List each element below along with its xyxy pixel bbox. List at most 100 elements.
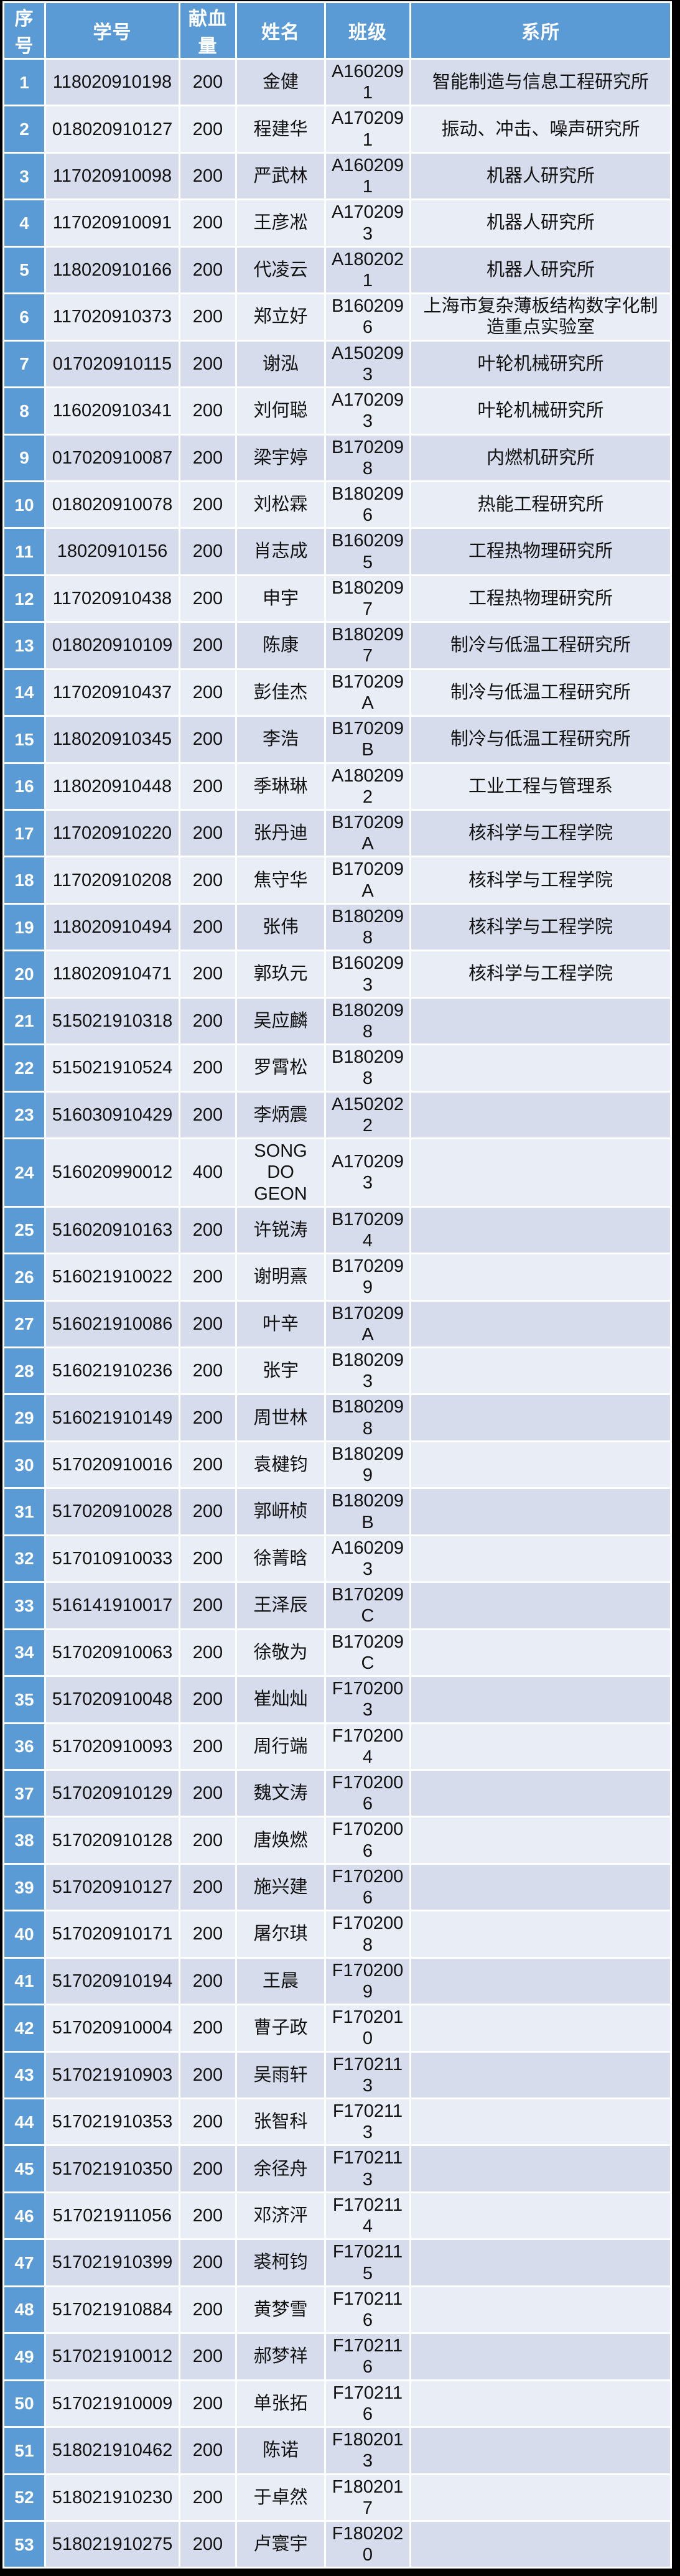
cell-name: 周世林 [237,1395,324,1440]
cell-department [411,2428,670,2473]
cell-student-id: 517020910048 [46,1677,179,1722]
cell-amount: 200 [180,1489,235,1534]
cell-row-number: 46 [4,2193,44,2239]
cell-class: B1802097 [326,576,409,622]
cell-class: A1702093 [326,200,409,246]
cell-department [411,1092,670,1138]
cell-name: 崔灿灿 [237,1677,324,1722]
cell-amount: 200 [180,2334,235,2379]
cell-row-number: 42 [4,2005,44,2051]
cell-amount: 200 [180,1630,235,1676]
cell-amount: 200 [180,2052,235,2098]
cell-name: 彭佳杰 [237,670,324,716]
cell-name: 余径舟 [237,2146,324,2191]
cell-row-number: 32 [4,1536,44,1582]
cell-department [411,1958,670,2004]
header-姓名: 姓名 [237,3,324,58]
cell-department [411,998,670,1044]
cell-department: 热能工程研究所 [411,482,670,528]
cell-department [411,2240,670,2285]
cell-row-number: 9 [4,435,44,480]
table-row: 47 517021910399 200 裘柯钧 F1702115 [4,2240,670,2285]
table-row: 22 515021910524 200 罗霄松 B1802098 [4,1045,670,1091]
cell-class: B1802099 [326,1442,409,1488]
cell-row-number: 34 [4,1630,44,1676]
table-row: 49 517021910012 200 郝梦祥 F1702116 [4,2334,670,2379]
cell-department: 叶轮机械研究所 [411,388,670,434]
cell-row-number: 40 [4,1911,44,1957]
header-row: 序号 学号 献血量 姓名 班级 系所 [4,3,670,58]
table-row: 19 118020910494 200 张伟 B1802098 核科学与工程学院 [4,904,670,950]
cell-row-number: 51 [4,2428,44,2473]
cell-name: 谢泓 [237,341,324,387]
cell-name: 刘松霖 [237,482,324,528]
table-row: 6 117020910373 200 郑立好 B1602096 上海市复杂薄板结… [4,294,670,340]
cell-amount: 200 [180,2193,235,2239]
cell-amount: 200 [180,998,235,1044]
cell-student-id: 118020910345 [46,717,179,762]
cell-class: F1702113 [326,2099,409,2145]
cell-amount: 200 [180,247,235,293]
cell-student-id: 517020910129 [46,1770,179,1816]
table-row: 29 516021910149 200 周世林 B1802098 [4,1395,670,1440]
table-row: 15 118020910345 200 李浩 B170209B 制冷与低温工程研… [4,717,670,762]
cell-student-id: 517021910884 [46,2287,179,2333]
table-row: 38 517020910128 200 唐焕燃 F1702006 [4,1818,670,1863]
cell-amount: 200 [180,106,235,152]
cell-student-id: 517021910350 [46,2146,179,2191]
cell-department [411,2099,670,2145]
cell-amount: 200 [180,1724,235,1769]
cell-student-id: 118020910494 [46,904,179,950]
cell-row-number: 33 [4,1583,44,1628]
cell-amount: 200 [180,482,235,528]
cell-name: 裘柯钧 [237,2240,324,2285]
cell-row-number: 45 [4,2146,44,2191]
cell-name: 郭玖元 [237,951,324,997]
table-row: 48 517021910884 200 黄梦雪 F1702116 [4,2287,670,2333]
cell-name: 金健 [237,60,324,105]
cell-student-id: 516021910236 [46,1348,179,1394]
cell-class: F1702116 [326,2381,409,2427]
cell-department [411,1348,670,1394]
cell-amount: 200 [180,2146,235,2191]
cell-name: 肖志成 [237,529,324,574]
table-row: 32 517010910033 200 徐菁晗 A1602093 [4,1536,670,1582]
cell-class: A1702093 [326,388,409,434]
table-row: 4 117020910091 200 王彦凇 A1702093 机器人研究所 [4,200,670,246]
table-row: 3 117020910098 200 严武林 A1602091 机器人研究所 [4,153,670,199]
cell-amount: 200 [180,2381,235,2427]
cell-amount: 200 [180,1442,235,1488]
cell-row-number: 36 [4,1724,44,1769]
cell-row-number: 23 [4,1092,44,1138]
cell-row-number: 12 [4,576,44,622]
cell-name: 代凌云 [237,247,324,293]
table-row: 33 516141910017 200 王泽辰 B170209C [4,1583,670,1628]
cell-amount: 200 [180,1677,235,1722]
cell-department [411,2381,670,2427]
cell-name: 焦守华 [237,857,324,903]
cell-amount: 200 [180,1536,235,1582]
cell-amount: 200 [180,341,235,387]
cell-department: 核科学与工程学院 [411,951,670,997]
cell-department: 制冷与低温工程研究所 [411,623,670,668]
cell-class: B170209A [326,1301,409,1347]
header-班级: 班级 [326,3,409,58]
cell-name: 张伟 [237,904,324,950]
cell-row-number: 19 [4,904,44,950]
cell-department [411,1442,670,1488]
cell-class: F1802020 [326,2521,409,2567]
table-row: 12 117020910438 200 申宇 B1802097 工程热物理研究所 [4,576,670,622]
header-系所: 系所 [411,3,670,58]
cell-name: 徐菁晗 [237,1536,324,1582]
table-row: 39 517020910127 200 施兴建 F1702006 [4,1864,670,1910]
cell-name: 王晨 [237,1958,324,2004]
cell-student-id: 517020910028 [46,1489,179,1534]
cell-class: F1702004 [326,1724,409,1769]
cell-row-number: 22 [4,1045,44,1091]
cell-student-id: 517021910009 [46,2381,179,2427]
cell-student-id: 517020910194 [46,1958,179,2004]
cell-student-id: 516030910429 [46,1092,179,1138]
cell-student-id: 117020910091 [46,200,179,246]
